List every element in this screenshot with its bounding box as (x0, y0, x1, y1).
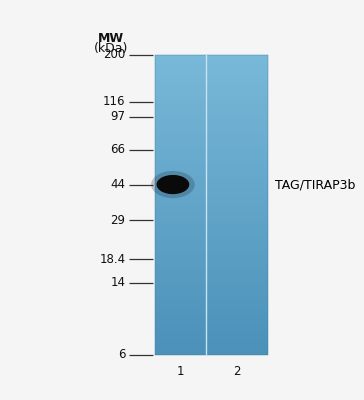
Bar (155, 170, 268, 175)
Bar (155, 340, 268, 345)
Bar (155, 270, 268, 275)
Bar (155, 345, 268, 350)
Text: 200: 200 (103, 48, 126, 62)
Text: TAG/TIRAP3b: TAG/TIRAP3b (275, 178, 355, 191)
Bar (155, 140, 268, 145)
Bar (155, 290, 268, 295)
Bar (155, 225, 268, 230)
Bar (155, 285, 268, 290)
Bar (155, 245, 268, 250)
Bar (155, 330, 268, 335)
Bar (155, 215, 268, 220)
Bar (155, 165, 268, 170)
Bar (155, 280, 268, 285)
Bar (155, 305, 268, 310)
Bar (155, 90, 268, 95)
Ellipse shape (157, 175, 189, 194)
Bar (155, 295, 268, 300)
Bar (155, 315, 268, 320)
Bar (155, 200, 268, 205)
Bar (155, 265, 268, 270)
Bar (155, 85, 268, 90)
Text: 66: 66 (111, 143, 126, 156)
Bar (155, 110, 268, 115)
Bar (155, 155, 268, 160)
Bar (155, 350, 268, 355)
Bar (155, 75, 268, 80)
Bar (155, 220, 268, 225)
Bar (155, 205, 268, 210)
Bar (155, 210, 268, 215)
Bar (155, 190, 268, 195)
Bar (155, 125, 268, 130)
Bar (155, 195, 268, 200)
Bar (155, 100, 268, 105)
Bar (155, 145, 268, 150)
Bar (155, 95, 268, 100)
Text: 29: 29 (111, 214, 126, 227)
Bar (155, 185, 268, 190)
Text: 1: 1 (177, 365, 184, 378)
Text: MW: MW (98, 32, 124, 45)
Bar (155, 55, 268, 60)
Text: 97: 97 (111, 110, 126, 124)
Text: 116: 116 (103, 95, 126, 108)
Text: 2: 2 (233, 365, 241, 378)
Bar (155, 150, 268, 155)
Text: (kDa): (kDa) (94, 42, 128, 55)
Bar (155, 335, 268, 340)
Bar (155, 65, 268, 70)
Bar (155, 60, 268, 65)
Bar (155, 240, 268, 245)
Bar (155, 235, 268, 240)
Bar (155, 300, 268, 305)
Bar (155, 115, 268, 120)
Text: 18.4: 18.4 (99, 253, 126, 266)
Text: 6: 6 (118, 348, 126, 362)
Bar (155, 255, 268, 260)
Bar (155, 80, 268, 85)
Bar (155, 320, 268, 325)
Bar (155, 260, 268, 265)
Bar (155, 70, 268, 75)
Bar (155, 135, 268, 140)
Bar (155, 275, 268, 280)
Bar (155, 180, 268, 185)
Bar (155, 175, 268, 180)
Bar (155, 160, 268, 165)
Ellipse shape (151, 171, 195, 198)
Text: 14: 14 (111, 276, 126, 289)
Bar (155, 55, 268, 355)
Bar (155, 105, 268, 110)
Bar (155, 250, 268, 255)
Bar (155, 310, 268, 315)
Text: 44: 44 (111, 178, 126, 191)
Bar (155, 325, 268, 330)
Bar (155, 120, 268, 125)
Bar (155, 130, 268, 135)
Bar (155, 230, 268, 235)
